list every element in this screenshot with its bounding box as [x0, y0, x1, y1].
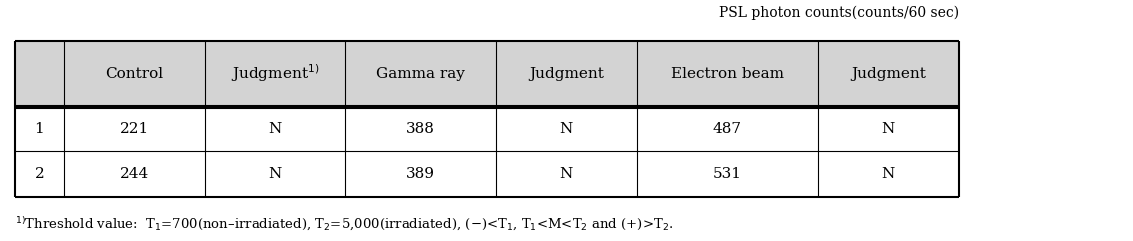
Bar	[346, 106, 496, 151]
Text: PSL photon counts(counts/60 sec): PSL photon counts(counts/60 sec)	[718, 6, 959, 20]
Bar	[346, 151, 496, 197]
Bar	[63, 41, 205, 106]
Bar	[63, 151, 205, 197]
Bar	[15, 151, 63, 197]
Bar	[637, 106, 818, 151]
Text: 221: 221	[120, 122, 148, 136]
Bar	[15, 106, 63, 151]
Text: Judgment: Judgment	[529, 67, 604, 81]
Text: Judgment$^{1)}$: Judgment$^{1)}$	[231, 63, 320, 84]
Text: N: N	[560, 122, 573, 136]
Text: N: N	[269, 167, 281, 181]
Text: N: N	[560, 167, 573, 181]
Bar	[496, 106, 637, 151]
Bar	[205, 106, 346, 151]
Text: 388: 388	[406, 122, 435, 136]
Text: 2: 2	[34, 167, 44, 181]
Text: 487: 487	[713, 122, 742, 136]
Text: 531: 531	[713, 167, 742, 181]
Text: Judgment: Judgment	[851, 67, 926, 81]
Text: Gamma ray: Gamma ray	[376, 67, 465, 81]
Bar	[637, 41, 818, 106]
Bar	[205, 151, 346, 197]
Bar	[205, 41, 346, 106]
Bar	[496, 151, 637, 197]
Bar	[818, 106, 959, 151]
Text: N: N	[269, 122, 281, 136]
Text: $^{1)}$Threshold value:  T$_1$=700(non–irradiated), T$_2$=5,000(irradiated), (−): $^{1)}$Threshold value: T$_1$=700(non–ir…	[15, 216, 673, 233]
Text: Control: Control	[105, 67, 163, 81]
Text: N: N	[881, 167, 895, 181]
Text: 389: 389	[406, 167, 435, 181]
Text: Electron beam: Electron beam	[671, 67, 784, 81]
Text: N: N	[881, 122, 895, 136]
Bar	[818, 151, 959, 197]
Bar	[637, 151, 818, 197]
Bar	[496, 41, 637, 106]
Text: 1: 1	[34, 122, 44, 136]
Bar	[63, 106, 205, 151]
Bar	[818, 41, 959, 106]
Bar	[15, 41, 63, 106]
Bar	[346, 41, 496, 106]
Text: 244: 244	[120, 167, 148, 181]
